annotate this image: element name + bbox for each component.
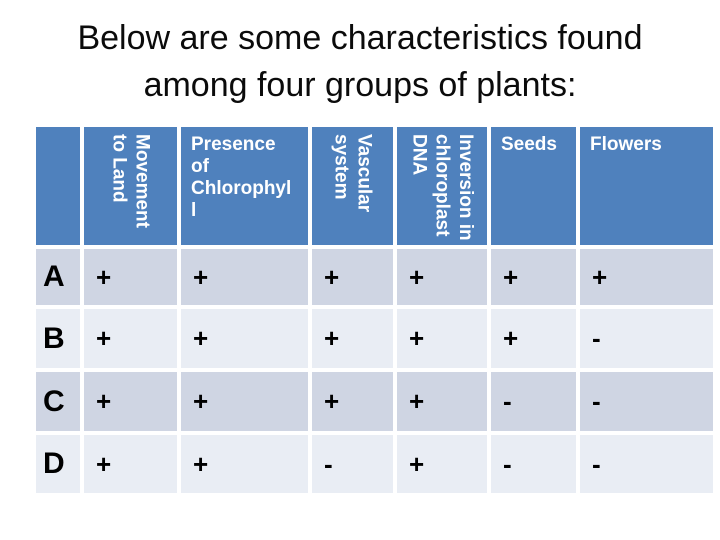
cell-a-vascular: + (312, 249, 393, 305)
cell-d-vascular: - (312, 435, 393, 493)
header-vascular-system-label: Vascular system (330, 134, 375, 213)
cell-c-inversion: + (397, 372, 487, 431)
header-corner-cell (36, 127, 80, 245)
cell-c-seeds: - (491, 372, 576, 431)
header-seeds-label: Seeds (501, 134, 557, 155)
header-inversion-chloroplast-dna: Inversion in chloroplast DNA (397, 127, 487, 245)
cell-b-movement: + (84, 309, 177, 368)
cell-a-chlorophyll: + (181, 249, 308, 305)
cell-a-inversion: + (397, 249, 487, 305)
row-b-label: B (36, 309, 80, 368)
cell-d-inversion: + (397, 435, 487, 493)
header-movement-to-land-label: Movement to Land (108, 134, 153, 228)
row-a-label: A (36, 249, 80, 305)
cell-d-seeds: - (491, 435, 576, 493)
cell-b-chlorophyll: + (181, 309, 308, 368)
cell-b-inversion: + (397, 309, 487, 368)
header-seeds: Seeds (491, 127, 576, 245)
header-movement-to-land: Movement to Land (84, 127, 177, 245)
cell-d-flowers: - (580, 435, 713, 493)
cell-b-vascular: + (312, 309, 393, 368)
cell-c-movement: + (84, 372, 177, 431)
row-c-label: C (36, 372, 80, 431)
slide-title-line-2: among four groups of plants: (143, 65, 577, 104)
row-d-label: D (36, 435, 80, 493)
header-flowers: Flowers (580, 127, 713, 245)
cell-a-movement: + (84, 249, 177, 305)
cell-d-movement: + (84, 435, 177, 493)
cell-a-flowers: + (580, 249, 713, 305)
slide-title-line-1: Below are some characteristics found (77, 19, 643, 57)
header-presence-of-chlorophyll: Presence of Chlorophyl l (181, 127, 308, 245)
cell-d-chlorophyll: + (181, 435, 308, 493)
cell-c-flowers: - (580, 372, 713, 431)
header-inversion-chloroplast-dna-label: Inversion in chloroplast DNA (408, 134, 476, 241)
cell-a-seeds: + (491, 249, 576, 305)
header-presence-of-chlorophyll-label: Presence of Chlorophyl l (191, 134, 292, 222)
cell-c-vascular: + (312, 372, 393, 431)
plant-characteristics-table: Movement to Land Presence of Chlorophyl … (36, 127, 713, 493)
header-flowers-label: Flowers (590, 134, 662, 155)
cell-b-flowers: - (580, 309, 713, 368)
header-vascular-system: Vascular system (312, 127, 393, 245)
cell-b-seeds: + (491, 309, 576, 368)
slide-title: Below are some characteristics found amo… (0, 15, 720, 109)
cell-c-chlorophyll: + (181, 372, 308, 431)
